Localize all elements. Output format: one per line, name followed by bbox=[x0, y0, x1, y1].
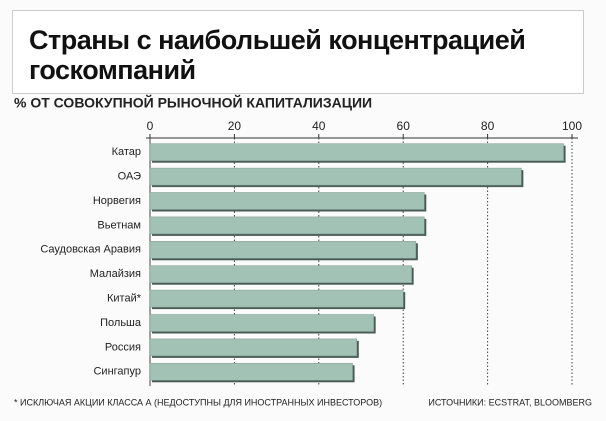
title-box: Страны с наибольшей концентрацией госком… bbox=[12, 10, 584, 94]
bar bbox=[149, 216, 425, 235]
chart-title: Страны с наибольшей концентрацией госком… bbox=[29, 25, 526, 85]
footnote: * ИСКЛЮЧАЯ АКЦИИ КЛАССА А (НЕДОСТУПНЫ ДЛ… bbox=[14, 397, 382, 407]
y-tick-label: Норвегия bbox=[93, 195, 141, 207]
y-tick-label: Малайзия bbox=[90, 268, 141, 280]
bar bbox=[149, 338, 358, 357]
y-tick-label: Вьетнам bbox=[97, 219, 141, 231]
y-tick-label: Саудовская Аравия bbox=[40, 244, 141, 256]
subtitle: % ОТ СОВОКУПНОЙ РЫНОЧНОЙ КАПИТАЛИЗАЦИИ bbox=[14, 94, 372, 111]
bar bbox=[149, 289, 404, 308]
bar bbox=[149, 241, 417, 259]
x-tick-label: 0 bbox=[147, 119, 154, 133]
x-tick-label: 20 bbox=[228, 119, 242, 133]
bar bbox=[149, 192, 425, 210]
y-tick-label: Катар bbox=[112, 146, 141, 158]
bar bbox=[149, 314, 374, 332]
bar bbox=[149, 143, 564, 161]
y-tick-label: Польша bbox=[100, 317, 142, 329]
x-tick-label: 100 bbox=[562, 119, 582, 133]
x-tick-label: 40 bbox=[312, 119, 326, 133]
x-tick-label: 80 bbox=[481, 119, 495, 133]
x-tick-label: 60 bbox=[397, 119, 411, 133]
y-tick-label: Россия bbox=[105, 341, 141, 353]
y-tick-label: ОАЭ bbox=[118, 171, 141, 183]
source: ИСТОЧНИКИ: ECSTRAT, BLOOMBERG bbox=[428, 397, 592, 407]
bar bbox=[149, 363, 353, 381]
bar bbox=[149, 167, 522, 186]
y-tick-label: Сингапур bbox=[93, 366, 141, 378]
y-tick-label: Китай* bbox=[107, 293, 142, 305]
bar bbox=[149, 265, 412, 283]
